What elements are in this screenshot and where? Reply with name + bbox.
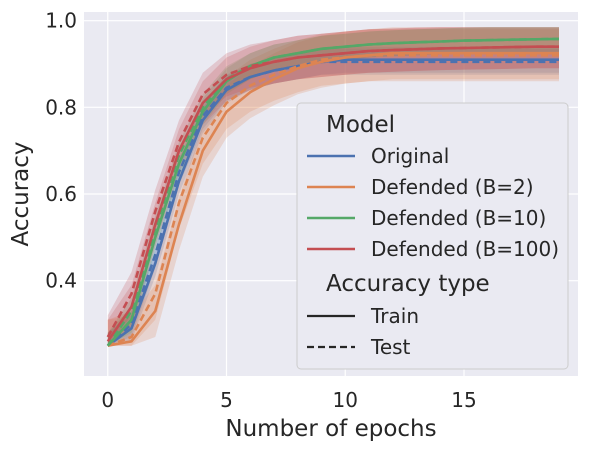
y-axis-title: Accuracy bbox=[8, 141, 34, 246]
legend-style-entries: Train Test bbox=[307, 304, 419, 359]
legend-box bbox=[296, 102, 569, 370]
legend-model-label: Defended (B=10) bbox=[371, 206, 546, 230]
series-line bbox=[106, 45, 559, 338]
legend-model-entries: Original Defended (B=2) Defended (B=10) Def… bbox=[307, 144, 559, 261]
series-line bbox=[107, 53, 559, 347]
tick-labels: 0 5 10 15 0.4 0.6 0.8 1.0 bbox=[45, 9, 477, 412]
x-axis-title: Number of epochs bbox=[225, 416, 436, 442]
legend-model-label: Original bbox=[371, 144, 449, 168]
x-tick-label: 5 bbox=[220, 388, 233, 412]
confidence-band bbox=[107, 27, 560, 346]
legend: Model Original Defended (B=2) Defended (B=… bbox=[296, 102, 569, 370]
y-tick-label: 1.0 bbox=[45, 9, 77, 33]
legend-style-label: Test bbox=[370, 335, 411, 359]
legend-style-label: Train bbox=[370, 304, 419, 328]
y-tick-label: 0.8 bbox=[45, 95, 77, 119]
x-tick-label: 0 bbox=[101, 388, 114, 412]
legend-model-label: Defended (B=2) bbox=[371, 175, 534, 199]
legend-accuracy-type-title: Accuracy type bbox=[326, 271, 490, 297]
series-lines bbox=[106, 37, 560, 347]
y-tick-label: 0.4 bbox=[45, 269, 77, 293]
x-tick-label: 10 bbox=[333, 388, 358, 412]
series-line bbox=[106, 37, 560, 347]
legend-model-label: Defended (B=100) bbox=[371, 237, 559, 261]
confidence-band bbox=[107, 29, 560, 346]
series-line bbox=[106, 60, 559, 347]
legend-model-title: Model bbox=[326, 112, 395, 138]
y-tick-label: 0.6 bbox=[45, 182, 77, 206]
x-tick-label: 15 bbox=[451, 388, 476, 412]
